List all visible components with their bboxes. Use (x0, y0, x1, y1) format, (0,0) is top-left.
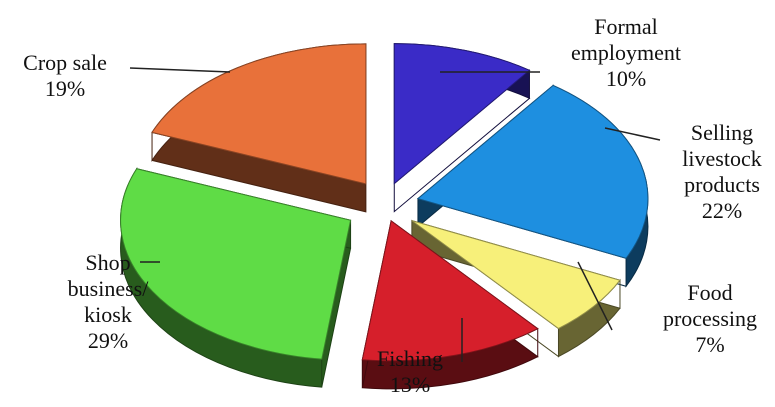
label-layer: Formal employment 10%Selling livestock produ… (23, 14, 762, 397)
slice-name-label: kiosk (84, 302, 132, 327)
pie-slice (120, 168, 352, 360)
slice-label: Selling livestock products 22% (682, 120, 761, 223)
slice-label: Fishing 13% (377, 346, 443, 397)
pie-slice (416, 84, 649, 259)
slice-label: Food processing 7% (663, 280, 757, 357)
slice-name-label: Crop sale (23, 50, 107, 75)
slice-percent-label: 19% (45, 76, 85, 101)
slice-label: Crop sale 19% (23, 50, 107, 101)
slice-name-label: processing (663, 306, 757, 331)
leader-line-layer (129, 67, 661, 362)
slice-name-label: Selling (691, 120, 753, 145)
slice-name-label: Shop (85, 250, 130, 275)
slice-label: Formal employment 10% (571, 14, 681, 91)
slice-name-label: livestock (682, 146, 761, 171)
slice-name-label: Food (687, 280, 732, 305)
slice-name-label: Formal (594, 14, 658, 39)
leader-line (129, 67, 231, 73)
slice-top-layer (120, 43, 649, 362)
slice-percent-label: 29% (88, 328, 128, 353)
slice-percent-label: 7% (695, 332, 724, 357)
leader-line (577, 261, 613, 331)
slice-label: Shop business/kiosk 29% (68, 250, 150, 353)
pie-slice (411, 220, 621, 330)
leader-line (604, 127, 661, 141)
slice-name-label: employment (571, 40, 681, 65)
pie-slice (393, 43, 531, 185)
slice-percent-label: 10% (606, 66, 646, 91)
slice-name-label: products (684, 172, 760, 197)
pie-slice (361, 219, 539, 362)
slice-name-label: business/ (68, 276, 150, 301)
slice-name-label: Fishing (377, 346, 443, 371)
slice-percent-label: 13% (390, 372, 430, 397)
pie-slice (151, 43, 367, 185)
slice-percent-label: 22% (702, 198, 742, 223)
